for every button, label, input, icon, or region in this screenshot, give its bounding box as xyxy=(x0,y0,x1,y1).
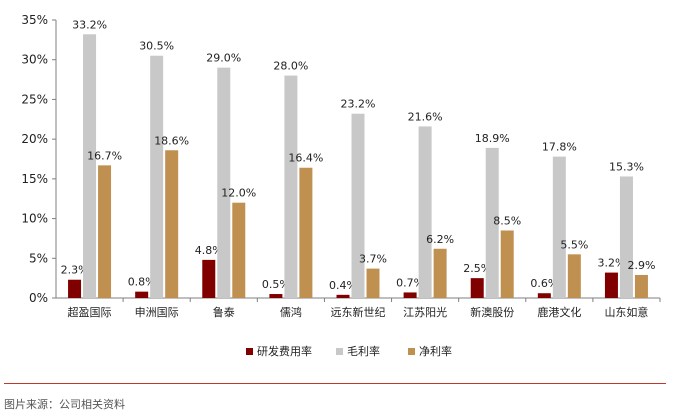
data-label: 21.6% xyxy=(408,110,443,123)
legend-label: 净利率 xyxy=(419,344,452,358)
bar-1 xyxy=(269,294,283,298)
bar-2 xyxy=(150,55,164,298)
x-tick-label: 鲁泰 xyxy=(213,305,235,319)
bar-3 xyxy=(232,202,246,298)
bar-1 xyxy=(604,272,618,298)
bar-3 xyxy=(567,254,581,298)
bar-3 xyxy=(433,248,447,298)
data-label: 0.6% xyxy=(530,277,558,290)
data-label: 0.5% xyxy=(262,278,290,291)
bar-2 xyxy=(351,113,365,299)
legend-swatch xyxy=(246,348,253,355)
bar-2 xyxy=(552,156,566,298)
data-label: 2.5% xyxy=(463,262,491,275)
legend-swatch xyxy=(408,348,415,355)
y-tick-label: 35% xyxy=(21,13,48,27)
data-label: 18.6% xyxy=(154,134,189,147)
bar-3 xyxy=(366,268,380,298)
bar-3 xyxy=(634,274,648,298)
data-label: 2.3% xyxy=(61,264,89,277)
bar-3 xyxy=(299,167,313,298)
data-label: 5.5% xyxy=(560,238,588,251)
bar-2 xyxy=(217,67,231,299)
data-label: 2.9% xyxy=(627,259,655,272)
y-tick-label: 20% xyxy=(21,132,48,146)
data-label: 17.8% xyxy=(542,141,577,154)
y-tick-label: 15% xyxy=(21,172,48,186)
bar-2 xyxy=(418,126,432,298)
data-label: 12.0% xyxy=(221,187,256,200)
y-tick-label: 10% xyxy=(21,212,48,226)
x-tick-label: 江苏阳光 xyxy=(403,305,447,319)
data-label: 30.5% xyxy=(139,40,174,53)
bar-1 xyxy=(202,259,216,298)
x-tick-label: 超盈国际 xyxy=(68,305,112,319)
y-tick-label: 30% xyxy=(21,53,48,67)
bar-1 xyxy=(470,278,484,298)
x-tick-label: 儒鸿 xyxy=(280,305,302,319)
y-tick-label: 5% xyxy=(29,251,48,265)
bar-3 xyxy=(500,230,514,298)
x-tick-label: 申洲国际 xyxy=(135,306,179,319)
source-note: 图片来源：公司相关资料 xyxy=(4,398,125,411)
bar-3 xyxy=(165,150,179,298)
x-tick-label: 山东如意 xyxy=(604,305,648,319)
bar-1 xyxy=(135,291,149,298)
y-tick-label: 0% xyxy=(29,291,48,305)
y-tick-label: 25% xyxy=(21,92,48,106)
bar-1 xyxy=(403,292,417,298)
x-tick-label: 远东新世纪 xyxy=(331,305,386,319)
data-label: 3.2% xyxy=(597,257,625,270)
data-label: 28.0% xyxy=(273,60,308,73)
x-tick-label: 新澳股份 xyxy=(470,305,514,319)
data-label: 18.9% xyxy=(475,132,510,145)
bar-1 xyxy=(537,293,551,298)
bar-2 xyxy=(83,34,97,298)
data-label: 8.5% xyxy=(493,214,521,227)
data-label: 0.8% xyxy=(128,276,156,289)
bar-1 xyxy=(68,279,82,298)
bar-2 xyxy=(619,176,633,298)
x-tick-label: 鹿港文化 xyxy=(537,305,581,319)
data-label: 33.2% xyxy=(72,18,107,31)
data-label: 23.2% xyxy=(341,98,376,111)
bar-2 xyxy=(284,75,298,298)
legend-label: 毛利率 xyxy=(347,344,380,358)
data-label: 3.7% xyxy=(359,253,387,266)
legend-swatch xyxy=(336,348,343,355)
bar-2 xyxy=(485,147,499,298)
bar-3 xyxy=(98,165,112,298)
data-label: 0.7% xyxy=(396,276,424,289)
data-label: 6.2% xyxy=(426,233,454,246)
data-label: 16.7% xyxy=(87,149,122,162)
data-label: 4.8% xyxy=(195,244,223,257)
source-divider xyxy=(4,383,666,384)
data-label: 16.4% xyxy=(288,152,323,165)
legend-label: 研发费用率 xyxy=(257,344,312,358)
bar-1 xyxy=(336,294,350,298)
data-label: 15.3% xyxy=(609,160,644,173)
data-label: 0.4% xyxy=(329,279,357,292)
data-label: 29.0% xyxy=(206,52,241,65)
